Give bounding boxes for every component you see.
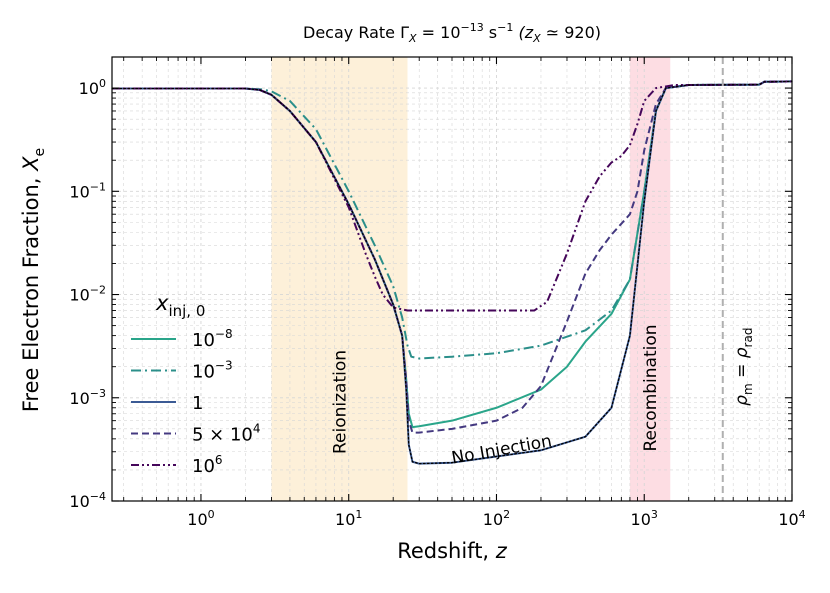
band-label-recombination: Recombination	[641, 324, 661, 451]
legend-label: 5 × 104	[192, 422, 261, 446]
x-tick-label: 102	[483, 508, 510, 529]
legend-label: 10−3	[192, 359, 233, 383]
x-axis-label: Redshift, z	[397, 539, 508, 563]
axis-ticks: 100 101 102 103 104 10−4 10−3 10−2 10−1 100	[69, 57, 806, 529]
x-tick-label: 103	[631, 508, 658, 529]
grid-lines	[112, 57, 792, 502]
x-tick-label: 104	[778, 508, 805, 529]
no-injection-annotation: No Injection	[450, 431, 553, 468]
series-layer	[111, 80, 793, 465]
band-label-reionization: Reionization	[330, 350, 350, 454]
y-tick-label: 10−2	[69, 284, 106, 305]
chart-title: Decay Rate ΓX = 10−13 s−1 (zX ≃ 920)	[303, 21, 601, 45]
legend-label: 1	[192, 393, 203, 414]
y-axis-label: Free Electron Fraction, Xe	[19, 148, 48, 412]
vline-label: ρm = ρrad	[732, 328, 755, 406]
x-tick-label: 100	[187, 508, 214, 529]
legend-entries: 10−8 10−3 1 5 × 104 106	[131, 327, 261, 477]
y-tick-label: 10−1	[69, 180, 106, 201]
y-tick-label: 100	[79, 77, 106, 98]
y-tick-label: 10−4	[69, 490, 106, 511]
legend-title: xinj, 0	[155, 291, 205, 320]
legend-label: 106	[192, 453, 223, 477]
shaded-bands	[271, 57, 671, 501]
legend: xinj, 0 10−8 10−3 1 5 × 104 106	[131, 291, 261, 477]
band-reionization	[271, 57, 408, 501]
legend-label: 10−8	[192, 327, 233, 351]
y-tick-label: 10−3	[69, 387, 106, 408]
x-tick-label: 101	[335, 508, 362, 529]
series-line-no-injection	[111, 80, 793, 465]
